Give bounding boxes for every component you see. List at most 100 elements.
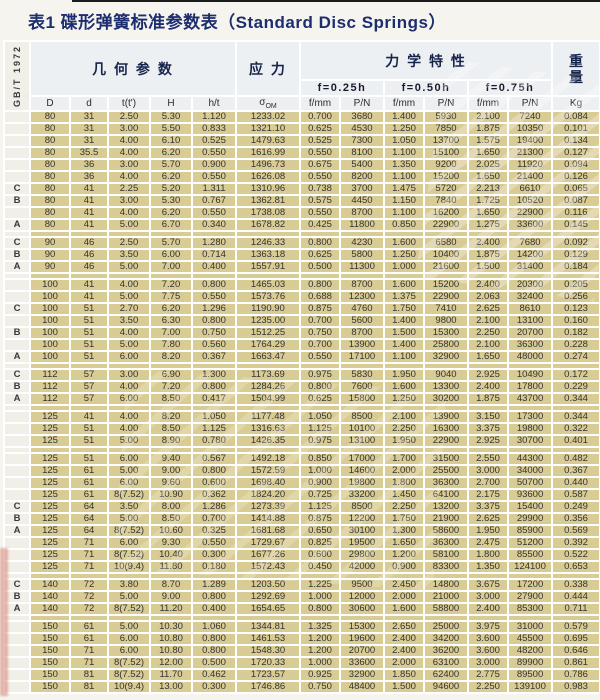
value-cell: 2.650 bbox=[385, 622, 423, 632]
value-cell: 1.400 bbox=[385, 340, 423, 350]
header-weight: 重 量 bbox=[553, 42, 600, 95]
table-body: 80 31 2.50 5.30 1.120 1233.02 0.700 3680 1.400 59… bbox=[5, 112, 600, 692]
value-cell: 0.875 bbox=[301, 304, 339, 314]
value-cell: 1.450 bbox=[385, 490, 423, 500]
value-cell: 4.00 bbox=[109, 208, 149, 218]
page-top-rule bbox=[72, 0, 600, 2]
separator-cell bbox=[193, 616, 235, 620]
value-cell: 3.50 bbox=[109, 316, 149, 326]
value-cell: 0.875 bbox=[301, 514, 339, 524]
value-cell: 0.625 bbox=[301, 250, 339, 260]
value-cell: 140 bbox=[31, 580, 69, 590]
value-cell: 1.100 bbox=[385, 148, 423, 158]
value-cell: 22900 bbox=[425, 436, 467, 446]
separator-cell bbox=[151, 448, 191, 452]
value-cell: 1310.96 bbox=[237, 184, 299, 194]
value-cell: 2.25 bbox=[109, 184, 149, 194]
value-cell: 0.625 bbox=[301, 124, 339, 134]
value-cell: 41 bbox=[71, 196, 107, 206]
value-cell: 80 bbox=[31, 208, 69, 218]
value-cell: 1246.33 bbox=[237, 238, 299, 248]
value-cell: 10(9.4) bbox=[109, 682, 149, 692]
value-cell: 1.000 bbox=[301, 592, 339, 602]
separator-cell bbox=[5, 406, 29, 410]
value-cell: 0.575 bbox=[301, 196, 339, 206]
value-cell: 80 bbox=[31, 184, 69, 194]
value-cell: 2.450 bbox=[385, 580, 423, 590]
header-group-row: GB/T 1972 几 何 参 数 应 力 力 学 特 性 重 量 bbox=[5, 42, 600, 110]
value-cell: 0.550 bbox=[193, 148, 235, 158]
separator-cell bbox=[301, 574, 339, 578]
value-cell: 0.780 bbox=[193, 436, 235, 446]
table-row: A 112 57 6.00 8.50 0.417 1504.99 0.625 15800 1.25… bbox=[5, 394, 600, 404]
value-cell: 1.050 bbox=[385, 136, 423, 146]
value-cell: 1344.81 bbox=[237, 622, 299, 632]
value-cell: 41 bbox=[71, 412, 107, 422]
value-cell: 0.800 bbox=[193, 592, 235, 602]
value-cell: 17300 bbox=[509, 412, 552, 422]
table-row: C 90 46 2.50 5.70 1.280 1246.33 0.800 4230 1.600 6… bbox=[5, 238, 600, 248]
value-cell: 0.550 bbox=[301, 208, 339, 218]
table-row: 100 51 3.50 6.30 0.800 1235.00 0.700 5600 1.400 9… bbox=[5, 316, 600, 326]
value-cell: 1.125 bbox=[193, 424, 235, 434]
value-cell: 2.100 bbox=[469, 340, 507, 350]
separator-cell bbox=[5, 274, 29, 278]
table-row: 100 41 4.00 7.20 0.800 1465.03 0.800 8700 1.600 1… bbox=[5, 280, 600, 290]
value-cell: 1.650 bbox=[469, 208, 507, 218]
value-cell: 125 bbox=[31, 538, 69, 548]
value-cell: 0.800 bbox=[301, 382, 339, 392]
value-cell: 2.250 bbox=[469, 682, 507, 692]
series-cell bbox=[5, 424, 29, 434]
value-cell: 1.200 bbox=[301, 646, 339, 656]
value-cell: 36300 bbox=[425, 478, 467, 488]
value-cell: 11.20 bbox=[151, 604, 191, 614]
value-cell: 72 bbox=[71, 604, 107, 614]
value-cell: 0.711 bbox=[553, 604, 600, 614]
value-cell: 0.800 bbox=[301, 604, 339, 614]
value-cell: 8(7.52) bbox=[109, 604, 149, 614]
table-row: B 100 51 4.00 7.00 0.750 1512.25 0.750 8700 1.500… bbox=[5, 328, 600, 338]
table-row: 125 61 5.00 9.00 0.800 1572.59 1.000 14600 2.000… bbox=[5, 466, 600, 476]
value-cell: 0.367 bbox=[553, 466, 600, 476]
value-cell: 125 bbox=[31, 514, 69, 524]
table-row: 80 31 2.50 5.30 1.120 1233.02 0.700 3680 1.400 59… bbox=[5, 112, 600, 122]
separator-cell bbox=[425, 364, 467, 368]
value-cell: 0.738 bbox=[301, 184, 339, 194]
value-cell: 1.050 bbox=[193, 412, 235, 422]
separator-cell bbox=[509, 232, 552, 236]
table-row: B 140 72 5.00 9.00 0.800 1292.69 1.000 12000 2.00… bbox=[5, 592, 600, 602]
value-cell: 80 bbox=[31, 220, 69, 230]
group-separator-row bbox=[5, 406, 600, 410]
group-separator-row bbox=[5, 274, 600, 278]
column-header-f1: f/mm bbox=[301, 97, 339, 110]
value-cell: 6.00 bbox=[109, 478, 149, 488]
separator-cell bbox=[301, 232, 339, 236]
separator-cell bbox=[109, 574, 149, 578]
value-cell: 64 bbox=[71, 514, 107, 524]
value-cell: 15300 bbox=[341, 622, 383, 632]
value-cell: 10100 bbox=[341, 424, 383, 434]
value-cell: 0.362 bbox=[193, 490, 235, 500]
value-cell: 43700 bbox=[509, 394, 552, 404]
value-cell: 3700 bbox=[341, 184, 383, 194]
value-cell: 1729.67 bbox=[237, 538, 299, 548]
value-cell: 1738.08 bbox=[237, 208, 299, 218]
separator-cell bbox=[341, 364, 383, 368]
value-cell: 8.50 bbox=[151, 514, 191, 524]
value-cell: 71 bbox=[71, 538, 107, 548]
value-cell: 1654.65 bbox=[237, 604, 299, 614]
value-cell: 2.550 bbox=[469, 454, 507, 464]
series-cell: A bbox=[5, 352, 29, 362]
value-cell: 2.063 bbox=[469, 292, 507, 302]
value-cell: 7410 bbox=[425, 304, 467, 314]
value-cell: 48400 bbox=[341, 682, 383, 692]
value-cell: 0.417 bbox=[193, 394, 235, 404]
table-row: 150 71 6.00 10.80 0.800 1548.30 1.200 20700 2.40… bbox=[5, 646, 600, 656]
value-cell: 125 bbox=[31, 526, 69, 536]
value-cell: 46 bbox=[71, 262, 107, 272]
value-cell: 6.20 bbox=[151, 208, 191, 218]
value-cell: 90 bbox=[31, 250, 69, 260]
value-cell: 6.00 bbox=[109, 538, 149, 548]
value-cell: 0.229 bbox=[553, 382, 600, 392]
value-cell: 1173.69 bbox=[237, 370, 299, 380]
